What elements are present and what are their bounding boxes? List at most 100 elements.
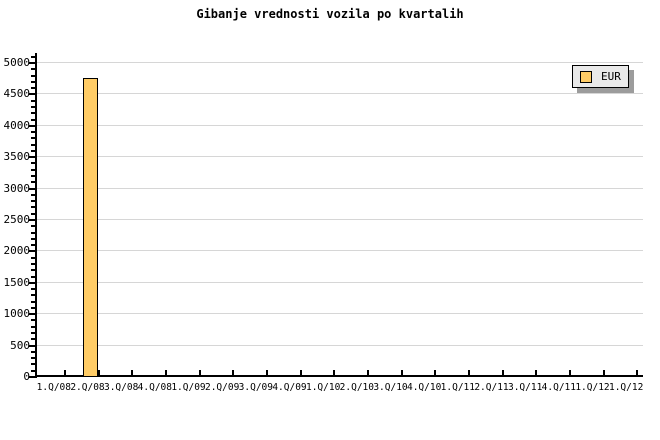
y-minor-tick [31,363,35,365]
y-minor-tick [31,112,35,114]
bar [83,78,98,377]
x-tick [333,370,335,375]
y-tick-label: 4000 [3,119,31,132]
y-minor-tick [31,75,35,77]
x-tick-label: 3.Q/09 [238,382,273,393]
y-minor-tick [31,169,35,171]
y-minor-tick [31,81,35,83]
y-major-tick [29,188,35,190]
h-gridline [37,93,643,94]
x-tick [434,370,436,375]
x-tick-label: 3.Q/11 [507,382,543,393]
y-major-tick [29,376,35,378]
y-tick-label: 3500 [3,150,31,163]
y-minor-tick [31,319,35,321]
y-minor-tick [31,238,35,240]
y-tick-label: 2500 [3,213,31,226]
h-gridline [37,219,643,220]
y-minor-tick [31,338,35,340]
x-tick-label: 2.Q/08 [70,382,105,393]
y-minor-tick [31,100,35,102]
x-tick-label: 2.Q/11 [474,382,509,393]
y-tick-label: 1000 [3,307,31,320]
x-tick-label: 4.Q/09 [272,382,307,393]
y-major-tick [29,93,35,95]
y-minor-tick [31,288,35,290]
y-minor-tick [31,137,35,139]
y-tick-label: 5000 [3,56,31,69]
y-minor-tick [31,131,35,133]
y-axis [35,53,37,378]
y-minor-tick [31,301,35,303]
y-minor-tick [31,87,35,89]
x-tick [98,370,100,375]
x-tick [165,370,167,375]
y-major-tick [29,250,35,252]
y-minor-tick [31,194,35,196]
x-tick [535,370,537,375]
y-tick-label: 4500 [3,87,31,100]
y-minor-tick [31,162,35,164]
x-tick-label: 1.Q/09 [171,382,206,393]
y-tick-label: 500 [10,339,30,352]
y-minor-tick [31,294,35,296]
y-major-tick [29,345,35,347]
legend-box: EUR [572,65,629,88]
y-major-tick [29,282,35,284]
x-tick-label: 1.Q/12 [575,382,610,393]
y-minor-tick [31,232,35,234]
x-tick [468,370,470,375]
x-tick [300,370,302,375]
y-minor-tick [31,56,35,58]
x-tick [367,370,369,375]
h-gridline [37,62,643,63]
y-minor-tick [31,225,35,227]
y-minor-tick [31,68,35,70]
x-tick-label: 4.Q/11 [541,382,576,393]
y-minor-tick [31,257,35,259]
h-gridline [37,156,643,157]
x-tick [502,370,504,375]
y-minor-tick [31,307,35,309]
y-tick-label: 3000 [3,182,31,195]
x-tick [569,370,571,375]
y-major-tick [29,62,35,64]
x-tick [199,370,201,375]
y-major-tick [29,156,35,158]
x-tick-label: 1.Q/11 [440,382,475,393]
y-minor-tick [31,269,35,271]
h-gridline [37,125,643,126]
x-tick [636,370,638,375]
y-major-tick [29,313,35,315]
x-tick [131,370,133,375]
x-tick-label: 1.Q/08 [36,382,71,393]
h-gridline [37,188,643,189]
x-tick-label: 3.Q/08 [103,382,139,393]
y-major-tick [29,125,35,127]
y-minor-tick [31,244,35,246]
x-tick [232,370,234,375]
x-tick-label: 2.Q/09 [204,382,240,393]
y-minor-tick [31,144,35,146]
h-gridline [37,345,643,346]
y-minor-tick [31,326,35,328]
x-tick-label: 2.Q/10 [339,382,374,393]
y-minor-tick [31,150,35,152]
y-minor-tick [31,206,35,208]
x-tick-label: 1.Q/10 [305,382,341,393]
x-tick-label: 3.Q/10 [373,382,408,393]
y-minor-tick [31,175,35,177]
y-minor-tick [31,213,35,215]
y-minor-tick [31,200,35,202]
x-tick-label: 4.Q/08 [137,382,172,393]
y-minor-tick [31,370,35,372]
y-minor-tick [31,351,35,353]
h-gridline [37,313,643,314]
y-minor-tick [31,119,35,121]
y-minor-tick [31,357,35,359]
y-tick-label: 1500 [3,276,31,289]
chart-title: Gibanje vrednosti vozila po kvartalih [196,7,464,21]
y-minor-tick [31,332,35,334]
